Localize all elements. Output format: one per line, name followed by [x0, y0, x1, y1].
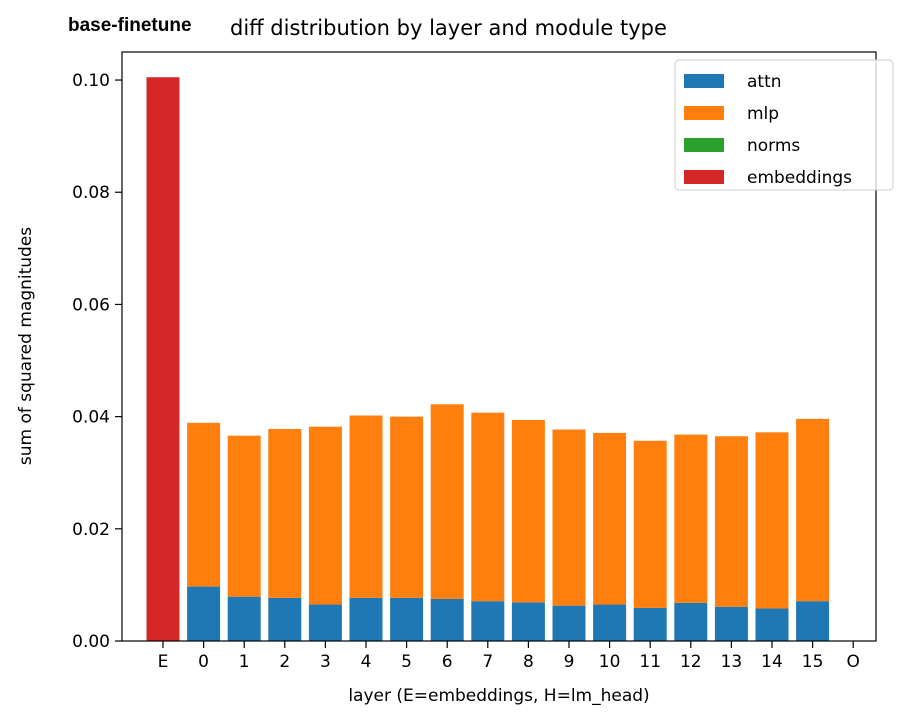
legend-swatch-norms	[684, 138, 724, 152]
bar-attn-7	[471, 601, 505, 641]
legend-swatch-mlp	[684, 106, 724, 120]
x-tick-label: 4	[361, 652, 372, 672]
x-tick-label: 14	[761, 652, 783, 672]
bar-mlp-12	[674, 434, 708, 603]
bar-attn-1	[227, 596, 261, 641]
bar-attn-0	[187, 586, 221, 641]
bar-mlp-10	[593, 432, 627, 605]
x-tick-label: 5	[401, 652, 412, 672]
bar-mlp-9	[552, 429, 586, 606]
bar-attn-11	[633, 607, 667, 641]
plot-frame	[121, 51, 877, 642]
bar-mlp-7	[471, 412, 505, 602]
y-tick-label: 0.08	[72, 183, 110, 203]
bar-attn-13	[714, 606, 748, 641]
bar-mlp-1	[227, 435, 261, 597]
x-axis-label: layer (E=embeddings, H=lm_head)	[348, 686, 649, 706]
y-tick-label: 0.06	[72, 295, 110, 315]
y-axis: 0.00 0.02 0.04 0.06 0.08 0.10	[72, 71, 122, 652]
bar-attn-15	[796, 601, 830, 641]
bar-attn-6	[430, 598, 464, 641]
legend-label-norms: norms	[747, 136, 800, 156]
bar-attn-9	[552, 605, 586, 641]
y-tick-label: 0.10	[72, 71, 110, 91]
x-tick-label: 7	[482, 652, 493, 672]
x-tick-label: 8	[523, 652, 534, 672]
bar-mlp-6	[430, 404, 464, 599]
bar-attn-8	[511, 602, 545, 641]
bars-group	[146, 77, 830, 642]
bar-mlp-14	[755, 432, 789, 609]
legend-swatch-attn	[684, 74, 724, 88]
legend-label-mlp: mlp	[747, 104, 779, 124]
bar-attn-2	[268, 597, 302, 641]
x-tick-label: 3	[320, 652, 331, 672]
x-tick-label: E	[158, 652, 169, 672]
bar-mlp-5	[390, 416, 424, 598]
x-tick-label: O	[847, 652, 860, 672]
y-tick-label: 0.02	[72, 520, 110, 540]
legend-label-embeddings: embeddings	[747, 168, 852, 188]
x-tick-label: 12	[680, 652, 702, 672]
x-tick-label: 1	[239, 652, 250, 672]
bar-embeddings-E	[146, 77, 180, 642]
bar-attn-5	[390, 597, 424, 641]
bar-mlp-0	[187, 422, 221, 587]
legend: attn mlp norms embeddings	[674, 59, 894, 191]
x-tick-label: 15	[802, 652, 824, 672]
legend-frame	[674, 59, 894, 191]
y-tick-label: 0.00	[72, 632, 110, 652]
bar-attn-3	[308, 604, 342, 641]
bar-mlp-4	[349, 415, 383, 598]
legend-label-attn: attn	[747, 72, 782, 92]
bar-attn-14	[755, 608, 789, 641]
bar-attn-12	[674, 602, 708, 641]
x-tick-label: 0	[198, 652, 209, 672]
x-tick-label: 10	[599, 652, 621, 672]
bar-mlp-13	[714, 436, 748, 607]
bar-mlp-11	[633, 440, 667, 608]
x-tick-label: 6	[442, 652, 453, 672]
chart-title-prefix: base-finetune	[68, 15, 192, 36]
legend-swatch-embeddings	[684, 170, 724, 184]
bar-mlp-2	[268, 428, 302, 598]
y-tick-label: 0.04	[72, 408, 110, 428]
bar-mlp-15	[796, 418, 830, 602]
x-tick-label: 9	[564, 652, 575, 672]
bar-attn-4	[349, 597, 383, 641]
x-tick-label: 11	[639, 652, 661, 672]
chart-title: diff distribution by layer and module ty…	[230, 16, 667, 40]
y-axis-label: sum of squared magnitudes	[16, 227, 36, 465]
bar-attn-10	[593, 604, 627, 641]
x-tick-label: 2	[279, 652, 290, 672]
x-axis: E 0 1 2 3 4 5 6 7 8 9 10 11 12 13 14 15 O	[158, 641, 860, 672]
bar-mlp-3	[308, 426, 342, 605]
x-tick-label: 13	[721, 652, 743, 672]
bar-mlp-8	[511, 419, 545, 603]
